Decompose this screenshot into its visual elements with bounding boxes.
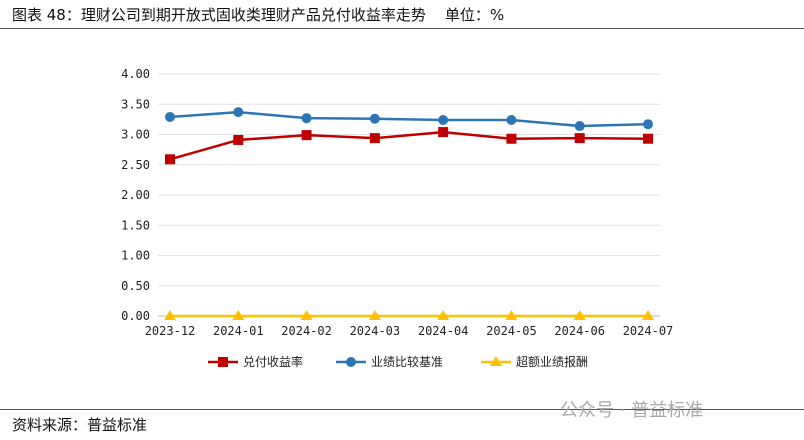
- x-tick-label: 2024-06: [554, 324, 605, 338]
- data-point: [165, 154, 175, 165]
- x-tick-label: 2024-01: [213, 324, 264, 338]
- y-tick-label: 4.00: [121, 67, 150, 81]
- data-point: [573, 310, 586, 320]
- legend-label: 兑付收益率: [243, 354, 303, 369]
- data-point: [233, 134, 244, 145]
- series-line: [169, 110, 649, 128]
- y-tick-label: 3.00: [121, 128, 150, 142]
- data-point: [438, 114, 449, 125]
- figure-title: 图表 48：理财公司到期开放式固收类理财产品兑付收益率走势 单位：%: [12, 6, 505, 24]
- y-tick-label: 1.50: [121, 218, 150, 232]
- source-note: 资料来源：普益标准: [12, 416, 148, 434]
- data-point: [643, 133, 653, 144]
- data-point: [438, 127, 449, 138]
- y-tick-label: 0.50: [121, 279, 150, 293]
- data-point: [506, 114, 517, 125]
- data-point: [437, 310, 450, 320]
- data-point: [506, 133, 517, 144]
- data-point: [643, 119, 653, 130]
- x-tick-label: 2024-03: [350, 324, 401, 338]
- data-point: [165, 111, 175, 122]
- data-point: [505, 310, 518, 320]
- x-tick-label: 2024-04: [418, 324, 469, 338]
- x-tick-label: 2024-02: [281, 324, 332, 338]
- legend-marker: [490, 356, 502, 366]
- legend-marker: [218, 357, 228, 367]
- data-point: [300, 310, 313, 320]
- x-tick-label: 2023-12: [145, 324, 196, 338]
- data-point: [369, 133, 380, 144]
- data-point: [232, 310, 245, 320]
- data-point: [164, 310, 176, 320]
- data-point: [233, 107, 244, 118]
- series-line: [169, 130, 649, 161]
- data-point: [574, 121, 585, 132]
- legend-label: 业绩比较基准: [371, 354, 443, 369]
- divider: [0, 28, 804, 29]
- y-tick-label: 3.50: [121, 97, 150, 111]
- data-point: [301, 130, 312, 141]
- data-point: [642, 310, 654, 320]
- data-point: [368, 310, 381, 320]
- y-tick-label: 1.00: [121, 249, 150, 263]
- legend-marker: [346, 357, 356, 367]
- data-point: [301, 113, 312, 124]
- legend-label: 超额业绩报酬: [516, 354, 588, 369]
- y-tick-label: 2.50: [121, 158, 150, 172]
- y-tick-label: 0.00: [121, 309, 150, 323]
- divider: [0, 409, 804, 410]
- y-tick-label: 2.00: [121, 188, 150, 202]
- data-point: [369, 113, 380, 124]
- watermark: 公众号 · 普益标准: [560, 400, 704, 421]
- x-tick-label: 2024-07: [623, 324, 674, 338]
- data-point: [574, 133, 585, 144]
- x-tick-label: 2024-05: [486, 324, 537, 338]
